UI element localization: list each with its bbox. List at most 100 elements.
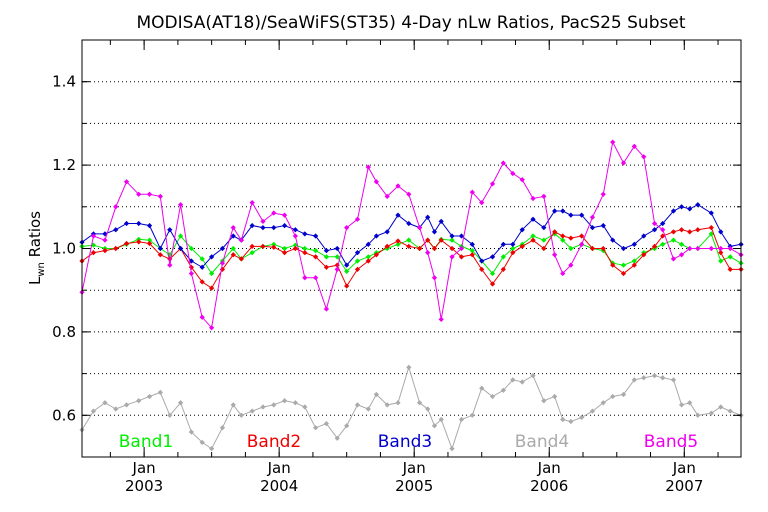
band5-point (406, 191, 412, 197)
band4-point (568, 418, 574, 425)
band4-point (687, 400, 693, 406)
band2-point (416, 245, 423, 252)
band4-point (354, 402, 361, 408)
band5-line (81, 140, 742, 329)
band3-point (323, 247, 330, 254)
x-tick-month: Jan (537, 459, 561, 477)
band4-point (292, 400, 298, 406)
band3-point (552, 208, 558, 214)
band5-point (560, 270, 566, 277)
y-tick-label: 1.4 (52, 73, 76, 91)
band1-point (354, 258, 361, 264)
band1-point (670, 237, 677, 243)
band3-point (136, 220, 142, 227)
band5-point (589, 214, 596, 220)
legend-band3: Band3 (378, 432, 432, 452)
band3-point (449, 233, 455, 239)
band5-point (292, 233, 298, 239)
band1-point (708, 231, 714, 237)
band5-point (479, 200, 485, 206)
band5-point (620, 160, 627, 166)
band4-point (449, 446, 455, 452)
band4-point (271, 402, 277, 408)
band3-point (292, 227, 298, 233)
band1-point (209, 270, 215, 277)
band2-point (249, 243, 255, 250)
band3-point (354, 250, 361, 256)
band4-point (479, 385, 485, 391)
band4-point (670, 377, 677, 383)
legend-band4: Band4 (515, 432, 569, 452)
band2-point (113, 245, 119, 252)
band5-point (568, 262, 574, 268)
band5-point (469, 189, 475, 195)
band2-point (449, 245, 455, 252)
band5-point (167, 262, 173, 268)
band4-point (230, 402, 236, 408)
band5-point (416, 225, 423, 231)
band3-point (230, 233, 236, 239)
band3-point (631, 241, 637, 247)
series-layer (79, 139, 744, 452)
band4-point (678, 402, 685, 408)
band4-point (260, 404, 266, 410)
band4-point (651, 373, 658, 379)
band4-point (365, 406, 371, 412)
band1-point (718, 258, 724, 264)
band5-point (449, 254, 455, 260)
band5-point (727, 245, 733, 252)
band3-point (312, 233, 319, 239)
band5-point (302, 275, 308, 281)
band4-point (384, 402, 390, 408)
band2-point (123, 240, 130, 247)
band5-point (678, 252, 685, 258)
band3-point (260, 225, 266, 231)
band5-point (219, 260, 226, 266)
band2-point (489, 281, 496, 287)
band2-point (708, 225, 714, 231)
band5-point (510, 170, 516, 177)
band3-point (500, 241, 506, 247)
band4-point (90, 408, 97, 414)
band2-point (530, 237, 536, 243)
band2-point (631, 262, 637, 268)
band5-point (500, 160, 506, 166)
band4-point (209, 446, 215, 452)
band2-point (670, 229, 677, 235)
band5-point (670, 256, 677, 262)
band2-point (568, 235, 574, 241)
band5-point (651, 220, 658, 227)
band4-point (660, 375, 666, 381)
band3-point (146, 222, 153, 229)
band2-point (90, 250, 97, 256)
band5-point (177, 202, 184, 208)
band3-point (249, 222, 255, 229)
band1-point (489, 270, 496, 277)
band2-point (102, 247, 108, 254)
band4-point (395, 400, 401, 406)
band5-point (384, 193, 390, 199)
x-tick-month: Jan (402, 459, 426, 477)
band4-point (302, 404, 308, 410)
band1-point (188, 245, 195, 252)
band2-point (651, 243, 658, 250)
band2-point (500, 266, 506, 272)
band5-point (102, 237, 108, 243)
band2-point (238, 256, 244, 262)
band4-point (589, 408, 596, 414)
band3-point (695, 202, 701, 208)
band5-point (425, 250, 431, 256)
band3-point (113, 227, 119, 233)
band2-point (541, 245, 547, 252)
band2-point (620, 270, 627, 277)
band4-point (620, 391, 627, 398)
band2-point (230, 252, 236, 258)
band4-point (695, 412, 701, 418)
band3-point (670, 208, 677, 214)
band2-point (260, 243, 266, 250)
band2-point (727, 266, 733, 272)
band4-point (136, 398, 142, 404)
band1-point (344, 268, 350, 275)
band5-point (395, 183, 401, 189)
band5-point (238, 237, 244, 243)
